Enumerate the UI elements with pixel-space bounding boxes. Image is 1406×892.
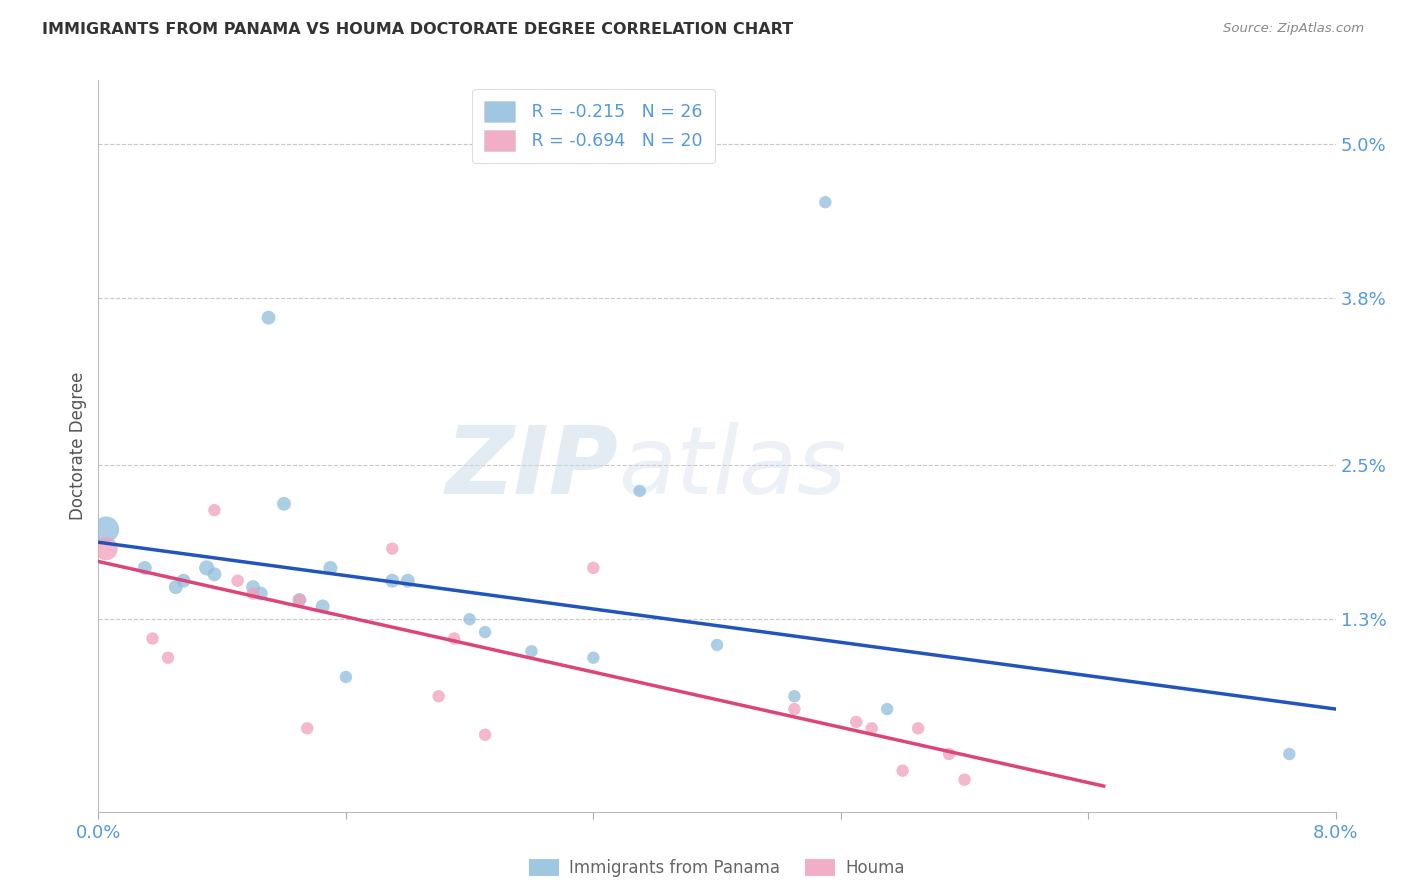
Point	[204, 567, 226, 582]
Point	[319, 561, 342, 575]
Point	[876, 702, 898, 716]
Point	[157, 650, 180, 665]
Point	[783, 690, 806, 704]
Point	[288, 593, 311, 607]
Point	[165, 580, 187, 594]
Point	[474, 728, 496, 742]
Point	[381, 574, 404, 588]
Point	[783, 702, 806, 716]
Text: IMMIGRANTS FROM PANAMA VS HOUMA DOCTORATE DEGREE CORRELATION CHART: IMMIGRANTS FROM PANAMA VS HOUMA DOCTORAT…	[42, 22, 793, 37]
Point	[96, 541, 118, 556]
Legend: Immigrants from Panama, Houma: Immigrants from Panama, Houma	[523, 853, 911, 884]
Point	[297, 721, 319, 735]
Point	[938, 747, 960, 761]
Point	[257, 310, 280, 325]
Point	[582, 650, 605, 665]
Point	[96, 523, 118, 537]
Point	[195, 561, 218, 575]
Point	[582, 561, 605, 575]
Point	[204, 503, 226, 517]
Point	[173, 574, 195, 588]
Point	[242, 580, 264, 594]
Point	[141, 632, 165, 646]
Point	[845, 714, 868, 729]
Point	[427, 690, 450, 704]
Point	[288, 593, 311, 607]
Point	[474, 625, 496, 640]
Point	[814, 195, 837, 210]
Text: atlas: atlas	[619, 423, 846, 514]
Point	[907, 721, 929, 735]
Point	[134, 561, 156, 575]
Point	[520, 644, 543, 658]
Text: ZIP: ZIP	[446, 422, 619, 514]
Point	[312, 599, 335, 614]
Point	[443, 632, 465, 646]
Point	[1278, 747, 1301, 761]
Point	[628, 483, 651, 498]
Point	[396, 574, 419, 588]
Point	[953, 772, 976, 787]
Point	[273, 497, 295, 511]
Text: Source: ZipAtlas.com: Source: ZipAtlas.com	[1223, 22, 1364, 36]
Y-axis label: Doctorate Degree: Doctorate Degree	[69, 372, 87, 520]
Point	[250, 586, 273, 600]
Point	[706, 638, 728, 652]
Point	[242, 586, 264, 600]
Point	[226, 574, 249, 588]
Point	[335, 670, 357, 684]
Point	[891, 764, 914, 778]
Point	[860, 721, 883, 735]
Point	[381, 541, 404, 556]
Point	[458, 612, 481, 626]
